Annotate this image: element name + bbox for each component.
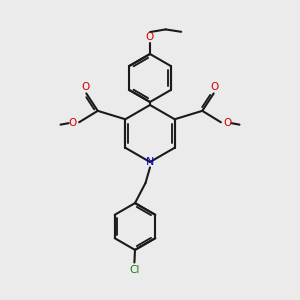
Text: O: O (81, 82, 89, 92)
Text: O: O (68, 118, 76, 128)
Text: O: O (224, 118, 232, 128)
Text: N: N (146, 157, 154, 167)
Text: O: O (211, 82, 219, 92)
Text: O: O (146, 32, 154, 42)
Text: Cl: Cl (129, 265, 140, 275)
